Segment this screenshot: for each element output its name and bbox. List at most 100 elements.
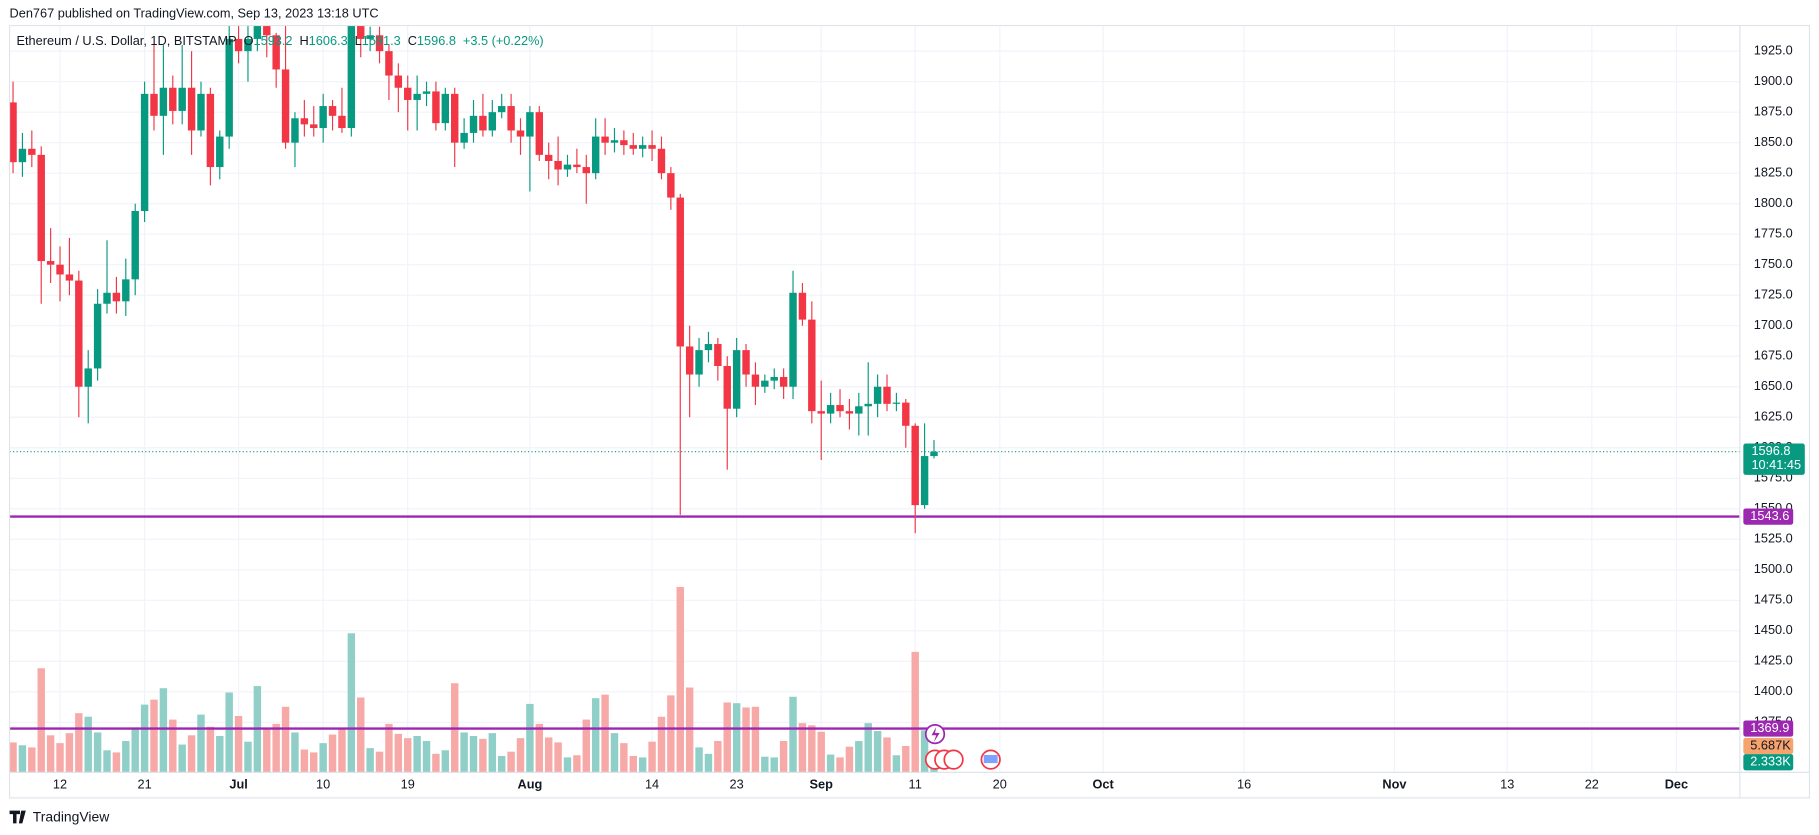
candle-body (9, 102, 17, 163)
volume-bar (516, 738, 525, 773)
candle-body (441, 93, 450, 124)
volume-bar (892, 755, 901, 773)
candle-body (535, 112, 544, 155)
y-tick-label: 1850.0 (1754, 134, 1793, 149)
candle-body (601, 136, 609, 143)
volume-bar (28, 747, 36, 773)
x-tick-label: 14 (645, 777, 659, 792)
volume-bar (798, 723, 807, 773)
volume-bar (638, 757, 647, 773)
volume-bar (610, 733, 619, 773)
candle-body (544, 154, 553, 161)
x-tick-label: Jul (229, 777, 247, 792)
candle-body (46, 261, 55, 265)
candle-body (84, 368, 92, 387)
x-tick-label: Nov (1382, 777, 1407, 792)
volume-bar (37, 668, 45, 773)
candle-body (883, 386, 891, 404)
volume-bar (103, 750, 111, 773)
grid (9, 25, 1740, 773)
levels (9, 451, 1740, 730)
candle-body (892, 402, 901, 404)
candle-body (855, 406, 863, 414)
candle-body (394, 75, 403, 88)
volume-bar (225, 692, 233, 773)
volume-box (1743, 754, 1794, 771)
last-price-box (1743, 443, 1805, 475)
candle-body (328, 106, 337, 116)
legend-item: 1591.3 (362, 33, 401, 48)
candle-body (469, 115, 478, 133)
volume-bar (112, 752, 121, 773)
candles (9, 25, 938, 534)
candle-body (836, 405, 844, 412)
x-tick-label: 19 (401, 777, 415, 792)
volume-bar (319, 743, 327, 773)
candle-body (902, 402, 910, 426)
volume-bar (18, 745, 27, 773)
candle-body (742, 350, 750, 375)
candle-body (291, 118, 299, 143)
candle-body (591, 136, 600, 174)
x-tick-label: Sep (810, 777, 834, 792)
volume-bar (855, 740, 863, 773)
volume-bar (244, 741, 252, 773)
candle-body (685, 346, 694, 375)
candle-body (451, 93, 459, 143)
event-icon (943, 749, 964, 770)
volume-bar (789, 696, 797, 773)
candle-body (281, 69, 290, 143)
volume-bar (770, 757, 778, 773)
candle-body (488, 112, 497, 131)
candle-body (554, 160, 562, 170)
candle-body (676, 197, 684, 347)
volume-bar (479, 738, 487, 773)
x-tick-label: 20 (993, 777, 1007, 792)
candle-body (253, 25, 262, 39)
event-icons (924, 723, 1001, 770)
volume-bar (310, 752, 318, 773)
header: Den767 published on TradingView.com, Sep… (10, 5, 379, 20)
candle-body (319, 106, 327, 129)
legend-item: +3.5 (+0.22%) (463, 33, 544, 48)
candle-body (187, 87, 196, 131)
volume-bar (216, 736, 224, 773)
volume-bar (291, 732, 299, 773)
volume-bar (817, 731, 825, 773)
candle-body (789, 292, 797, 387)
level-label: 1369.9 (1750, 720, 1789, 735)
candle-body (93, 303, 102, 369)
volume-bar (75, 713, 83, 773)
candle-body (103, 292, 111, 304)
y-tick-label: 1925.0 (1754, 43, 1793, 58)
volume-bar (704, 753, 713, 773)
y-tick-label: 1700.0 (1754, 317, 1793, 332)
volume-bar (779, 740, 788, 773)
volume-bar (460, 732, 468, 773)
candle-body (620, 140, 628, 146)
volume-bar (159, 688, 168, 773)
footer: TradingView (33, 808, 110, 824)
y-tick-label: 1825.0 (1754, 165, 1793, 180)
countdown-label: 10:41:45 (1751, 457, 1801, 472)
volume-bar (366, 748, 374, 773)
candle-body (911, 425, 919, 506)
volume-bar (845, 746, 854, 773)
candle-body (779, 376, 788, 387)
y-tick-label: 1750.0 (1754, 256, 1793, 271)
volume-bar (685, 687, 694, 773)
volume-bar (357, 697, 365, 773)
volume-bar (93, 732, 102, 773)
candle-body (808, 319, 816, 412)
candle-body (122, 279, 130, 302)
candle-body (864, 403, 872, 407)
volume-bar (873, 731, 882, 773)
volume-bar (488, 733, 497, 773)
y-tick-label: 1675.0 (1754, 348, 1793, 363)
candle-body (56, 264, 64, 275)
volume-bar (131, 727, 139, 773)
volume-bar (140, 704, 149, 773)
candle-body (37, 154, 45, 262)
candle-body (516, 130, 525, 137)
